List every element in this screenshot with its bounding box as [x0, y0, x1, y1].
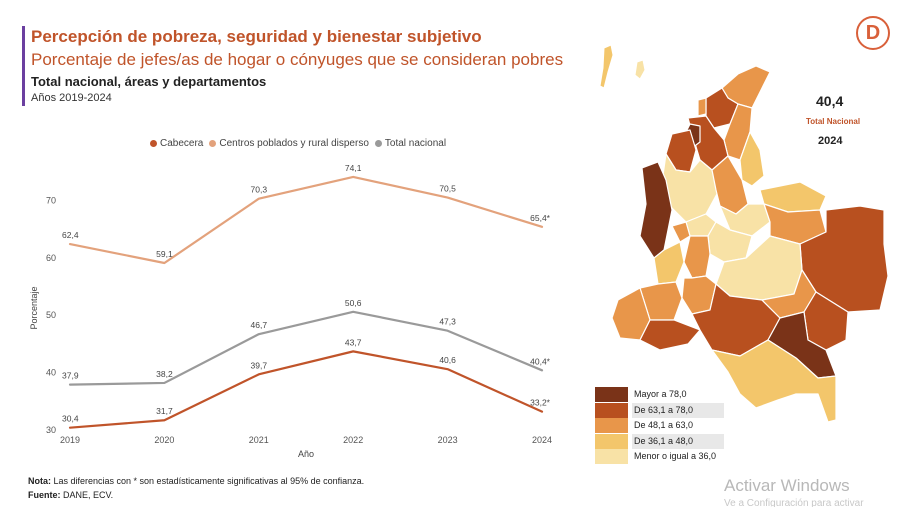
y-axis-title: Porcentaje [29, 286, 39, 329]
data-label: 33,2* [530, 398, 551, 408]
footnote: Nota: Las diferencias con * son estadíst… [28, 476, 364, 486]
chart-legend: Cabecera Centros poblados y rural disper… [150, 138, 446, 149]
source-text: DANE, ECV. [60, 490, 114, 500]
map-legend-label: Mayor a 78,0 [634, 389, 687, 400]
data-label: 39,7 [251, 360, 268, 370]
map-legend-label: De 48,1 a 63,0 [634, 420, 694, 431]
map-legend: Mayor a 78,0 De 63,1 a 78,0 De 48,1 a 63… [595, 387, 724, 465]
data-label: 74,1 [345, 163, 362, 173]
page-title: Percepción de pobreza, seguridad y biene… [31, 27, 482, 46]
data-label: 70,3 [251, 185, 268, 195]
x-tick-label: 2021 [249, 435, 269, 445]
data-label: 46,7 [251, 320, 268, 330]
note-label: Nota: [28, 476, 51, 486]
data-label: 38,2 [156, 369, 173, 379]
map-legend-swatch [595, 433, 628, 449]
source-label: Fuente: [28, 490, 61, 500]
y-tick-label: 70 [46, 195, 56, 205]
map-legend-swatch [595, 402, 628, 418]
page-scope: Total nacional, áreas y departamentos [31, 74, 267, 89]
map-national-value: 40,4 [816, 93, 844, 109]
data-label: 31,7 [156, 406, 173, 416]
data-label: 37,9 [62, 371, 79, 381]
data-label: 40,6 [439, 355, 456, 365]
note-text: Las diferencias con * son estadísticamen… [51, 476, 365, 486]
legend-item-total: Total nacional [374, 138, 447, 149]
map-legend-label: De 63,1 a 78,0 [632, 402, 724, 418]
x-tick-label: 2023 [438, 435, 458, 445]
map-san-andres-island [599, 44, 614, 89]
map-amazonas [711, 339, 837, 423]
windows-activation-hint: Ve a Configuración para activar [724, 498, 864, 507]
data-label: 59,1 [156, 249, 173, 259]
y-tick-label: 60 [46, 253, 56, 263]
data-label: 62,4 [62, 230, 79, 240]
windows-activation-watermark: Activar Windows [724, 476, 850, 495]
series-line-0 [68, 350, 544, 429]
map-national-label: Total Nacional [806, 117, 861, 126]
series-line-1 [68, 175, 544, 265]
map-legend-label: Menor o igual a 36,0 [634, 451, 717, 462]
legend-item-cabecera: Cabecera [150, 138, 203, 149]
map-risaralda [671, 221, 691, 243]
map-legend-row: De 48,1 a 63,0 [595, 418, 724, 434]
source: Fuente: DANE, ECV. [28, 490, 113, 500]
map-providencia-island [634, 59, 646, 80]
dane-logo-icon: D [856, 16, 890, 50]
logo-letter: D [865, 21, 881, 44]
data-label: 40,4* [530, 356, 551, 366]
series-line-2 [68, 310, 544, 386]
map-legend-row: Mayor a 78,0 [595, 387, 724, 403]
map-legend-row: De 63,1 a 78,0 [595, 402, 724, 419]
map-legend-row: Menor o igual a 36,0 [595, 449, 724, 465]
y-tick-label: 50 [46, 310, 56, 320]
data-label: 70,5 [439, 184, 456, 194]
line-chart: 30 40 50 60 70 2019 2020 2021 2022 2023 2024 Año Por… [29, 163, 552, 459]
map-legend-swatch [595, 418, 628, 434]
legend-item-rural: Centros poblados y rural disperso [209, 138, 369, 149]
map-legend-swatch [595, 449, 628, 465]
legend-marker-cabecera [150, 140, 157, 147]
x-tick-label: 2019 [60, 435, 80, 445]
legend-label-total: Total nacional [384, 138, 447, 149]
x-tick-label: 2024 [532, 435, 552, 445]
map-cundinamarca [707, 221, 753, 263]
title-accent-bar [22, 26, 25, 106]
y-tick-label: 30 [46, 425, 56, 435]
y-tick-label: 40 [46, 368, 56, 378]
legend-marker-rural [209, 140, 217, 147]
data-label: 50,6 [345, 298, 362, 308]
map-putumayo [639, 319, 701, 351]
data-label: 65,4* [530, 213, 551, 223]
data-label: 30,4 [62, 414, 79, 424]
map-tolima [683, 235, 711, 279]
page-years: Años 2019-2024 [31, 92, 112, 104]
legend-label-cabecera: Cabecera [160, 138, 204, 149]
map-legend-label: De 36,1 a 48,0 [632, 433, 724, 449]
page-subtitle: Porcentaje de jefes/as de hogar o cónyug… [31, 50, 564, 69]
data-label: 43,7 [345, 337, 362, 347]
x-axis-title: Año [298, 449, 314, 459]
map-legend-swatch [595, 387, 628, 403]
x-tick-label: 2022 [343, 435, 363, 445]
legend-label-rural: Centros poblados y rural disperso [219, 138, 369, 149]
map-legend-row: De 36,1 a 48,0 [595, 433, 724, 450]
x-tick-label: 2020 [154, 435, 174, 445]
data-label: 47,3 [439, 317, 456, 327]
map-year: 2024 [818, 135, 843, 147]
legend-marker-total [374, 140, 382, 147]
map-atlantico [697, 97, 707, 117]
